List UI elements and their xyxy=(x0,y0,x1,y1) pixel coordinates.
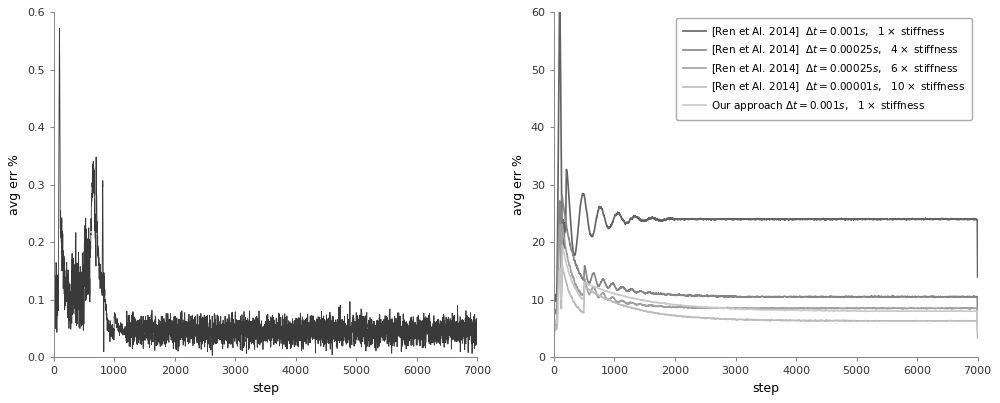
X-axis label: step: step xyxy=(252,382,279,395)
X-axis label: step: step xyxy=(752,382,779,395)
[Ren et Al. 2014]  $\Delta t = 0.00025s$,   $6\times$ stiffness xyxy=(570,283,582,288)
[Ren et Al. 2014]  $\Delta t = 0.00001s$,   $10\times$ stiffness xyxy=(570,303,582,308)
Our approach $\Delta t = 0.001s$,   $1\times$ stiffness xyxy=(835,308,847,313)
Y-axis label: avg err %: avg err % xyxy=(8,154,21,215)
[Ren et Al. 2014]  $\Delta t = 0.001s$,   $1\times$ stiffness xyxy=(570,245,582,250)
Line: [Ren et Al. 2014]  $\Delta t = 0.00001s$,   $10\times$ stiffness: [Ren et Al. 2014] $\Delta t = 0.00001s$,… xyxy=(554,265,978,342)
[Ren et Al. 2014]  $\Delta t = 0.001s$,   $1\times$ stiffness xyxy=(708,217,720,222)
[Ren et Al. 2014]  $\Delta t = 0.001s$,   $1\times$ stiffness xyxy=(554,3,566,8)
[Ren et Al. 2014]  $\Delta t = 0.00025s$,   $6\times$ stiffness xyxy=(708,306,720,311)
Our approach $\Delta t = 0.001s$,   $1\times$ stiffness xyxy=(708,305,720,310)
[Ren et Al. 2014]  $\Delta t = 0.00001s$,   $10\times$ stiffness xyxy=(972,335,984,340)
[Ren et Al. 2014]  $\Delta t = 0.00025s$,   $6\times$ stiffness xyxy=(972,326,984,331)
[Ren et Al. 2014]  $\Delta t = 0.001s$,   $1\times$ stiffness xyxy=(753,217,765,222)
[Ren et Al. 2014]  $\Delta t = 0.001s$,   $1\times$ stiffness xyxy=(548,326,560,330)
Y-axis label: avg err %: avg err % xyxy=(512,154,525,215)
Our approach $\Delta t = 0.001s$,   $1\times$ stiffness xyxy=(556,243,568,247)
[Ren et Al. 2014]  $\Delta t = 0.00025s$,   $4\times$ stiffness xyxy=(556,193,568,198)
[Ren et Al. 2014]  $\Delta t = 0.00001s$,   $10\times$ stiffness xyxy=(716,316,728,321)
Our approach $\Delta t = 0.001s$,   $1\times$ stiffness xyxy=(972,329,984,334)
[Ren et Al. 2014]  $\Delta t = 0.00001s$,   $10\times$ stiffness xyxy=(556,263,568,268)
Our approach $\Delta t = 0.001s$,   $1\times$ stiffness xyxy=(570,288,582,293)
[Ren et Al. 2014]  $\Delta t = 0.00001s$,   $10\times$ stiffness xyxy=(659,312,671,317)
[Ren et Al. 2014]  $\Delta t = 0.00025s$,   $4\times$ stiffness xyxy=(570,263,582,268)
Our approach $\Delta t = 0.001s$,   $1\times$ stiffness xyxy=(548,339,560,344)
[Ren et Al. 2014]  $\Delta t = 0.00025s$,   $4\times$ stiffness xyxy=(716,294,728,299)
[Ren et Al. 2014]  $\Delta t = 0.00025s$,   $4\times$ stiffness xyxy=(835,295,847,299)
Our approach $\Delta t = 0.001s$,   $1\times$ stiffness xyxy=(753,307,765,312)
[Ren et Al. 2014]  $\Delta t = 0.00025s$,   $6\times$ stiffness xyxy=(716,305,728,310)
Line: [Ren et Al. 2014]  $\Delta t = 0.00025s$,   $6\times$ stiffness: [Ren et Al. 2014] $\Delta t = 0.00025s$,… xyxy=(554,224,978,340)
[Ren et Al. 2014]  $\Delta t = 0.00025s$,   $6\times$ stiffness xyxy=(548,337,560,342)
[Ren et Al. 2014]  $\Delta t = 0.00001s$,   $10\times$ stiffness xyxy=(548,339,560,344)
Line: Our approach $\Delta t = 0.001s$,   $1\times$ stiffness: Our approach $\Delta t = 0.001s$, $1\tim… xyxy=(554,245,978,341)
[Ren et Al. 2014]  $\Delta t = 0.00001s$,   $10\times$ stiffness xyxy=(753,318,765,322)
Our approach $\Delta t = 0.001s$,   $1\times$ stiffness xyxy=(716,306,728,311)
[Ren et Al. 2014]  $\Delta t = 0.001s$,   $1\times$ stiffness xyxy=(716,217,728,222)
[Ren et Al. 2014]  $\Delta t = 0.00025s$,   $4\times$ stiffness xyxy=(753,294,765,299)
[Ren et Al. 2014]  $\Delta t = 0.00025s$,   $6\times$ stiffness xyxy=(659,304,671,309)
[Ren et Al. 2014]  $\Delta t = 0.00025s$,   $6\times$ stiffness xyxy=(556,222,568,226)
[Ren et Al. 2014]  $\Delta t = 0.001s$,   $1\times$ stiffness xyxy=(659,218,671,222)
[Ren et Al. 2014]  $\Delta t = 0.001s$,   $1\times$ stiffness xyxy=(835,217,847,222)
[Ren et Al. 2014]  $\Delta t = 0.001s$,   $1\times$ stiffness xyxy=(972,274,984,279)
[Ren et Al. 2014]  $\Delta t = 0.00025s$,   $4\times$ stiffness xyxy=(972,320,984,324)
[Ren et Al. 2014]  $\Delta t = 0.00025s$,   $4\times$ stiffness xyxy=(548,332,560,337)
Legend: [Ren et Al. 2014]  $\Delta t = 0.001s$,   $1\times$ stiffness, [Ren et Al. 2014]: [Ren et Al. 2014] $\Delta t = 0.001s$, $… xyxy=(676,18,972,120)
[Ren et Al. 2014]  $\Delta t = 0.00001s$,   $10\times$ stiffness xyxy=(708,316,720,321)
[Ren et Al. 2014]  $\Delta t = 0.00025s$,   $6\times$ stiffness xyxy=(835,306,847,311)
[Ren et Al. 2014]  $\Delta t = 0.00001s$,   $10\times$ stiffness xyxy=(835,318,847,323)
[Ren et Al. 2014]  $\Delta t = 0.00025s$,   $4\times$ stiffness xyxy=(659,292,671,297)
Our approach $\Delta t = 0.001s$,   $1\times$ stiffness xyxy=(659,301,671,306)
Line: [Ren et Al. 2014]  $\Delta t = 0.001s$,   $1\times$ stiffness: [Ren et Al. 2014] $\Delta t = 0.001s$, $… xyxy=(554,6,978,328)
Line: [Ren et Al. 2014]  $\Delta t = 0.00025s$,   $4\times$ stiffness: [Ren et Al. 2014] $\Delta t = 0.00025s$,… xyxy=(554,195,978,335)
[Ren et Al. 2014]  $\Delta t = 0.00025s$,   $4\times$ stiffness xyxy=(708,293,720,298)
[Ren et Al. 2014]  $\Delta t = 0.00025s$,   $6\times$ stiffness xyxy=(753,306,765,311)
